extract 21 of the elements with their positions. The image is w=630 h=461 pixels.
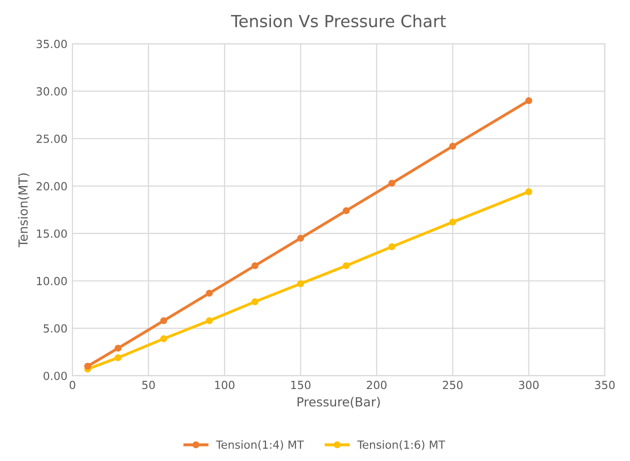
y-tick-label: 15.00 xyxy=(37,229,67,238)
legend-label: Tension(1:4) MT xyxy=(216,440,304,450)
y-tick-label: 35.00 xyxy=(36,40,67,48)
x-tick-label: 250 xyxy=(442,380,463,390)
x-tick-label: 50 xyxy=(142,380,155,390)
y-tick-label: 0.00 xyxy=(44,372,67,380)
y-tick-label: 5.00 xyxy=(44,324,67,333)
y-tick-label: 30.00 xyxy=(36,87,67,96)
x-tick-label: 350 xyxy=(595,380,615,390)
y-tick-label: 25.00 xyxy=(36,134,67,144)
y-tick-label: 20.00 xyxy=(36,182,67,190)
chart-title: Tension Vs Pressure Chart xyxy=(230,14,446,28)
y-tick-label: 10.00 xyxy=(37,276,67,286)
x-tick-label: 0 xyxy=(70,380,76,390)
y-axis-title: Tension(MT) xyxy=(18,173,30,248)
x-tick-label: 100 xyxy=(215,380,234,390)
x-tick-label: 300 xyxy=(518,380,539,390)
x-axis-title: Pressure(Bar) xyxy=(298,396,380,408)
legend-label: Tension(1:6) MT xyxy=(357,440,446,450)
x-tick-label: 150 xyxy=(291,380,310,390)
x-tick-label: 200 xyxy=(366,380,387,390)
